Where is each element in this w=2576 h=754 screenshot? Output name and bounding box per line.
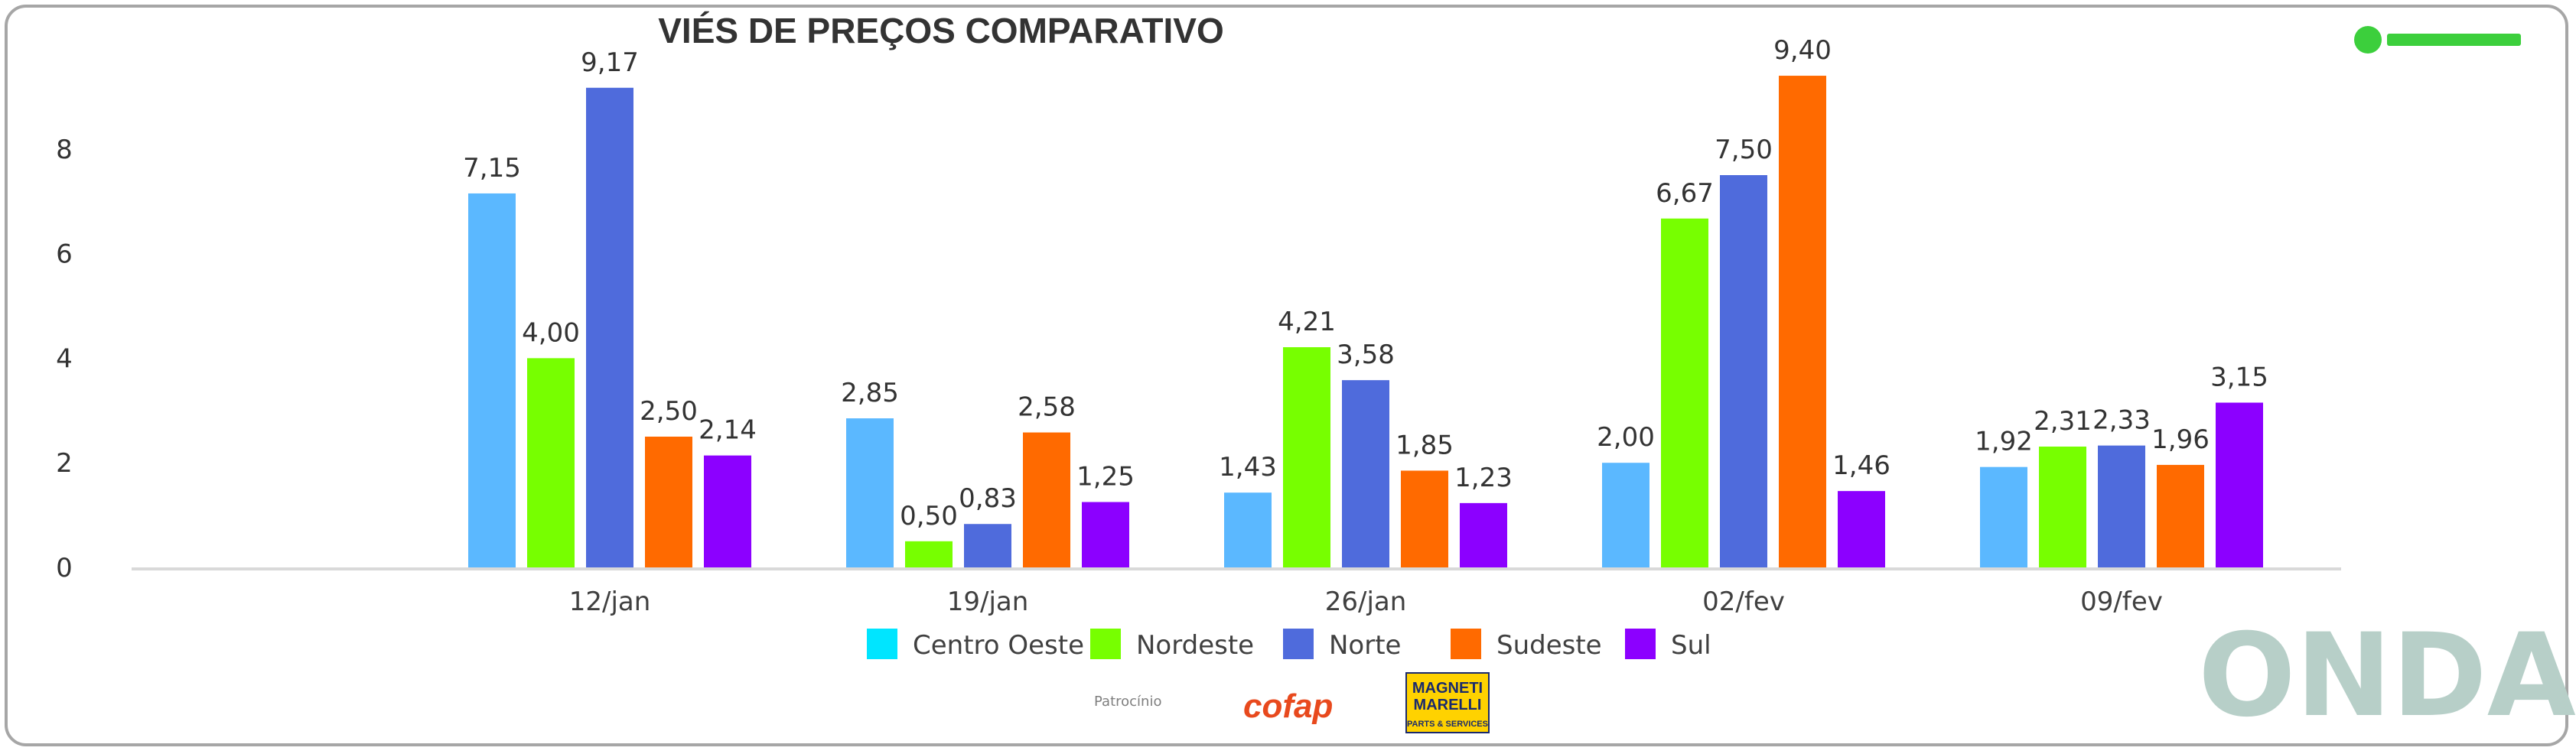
bar-norte-09-fev <box>2098 445 2145 567</box>
data-label: 1,46 <box>1832 450 1890 481</box>
data-label: 1,92 <box>1975 427 2033 457</box>
x-axis-ticks: 12/jan 19/jan 26/jan 02/fev 09/fev <box>569 587 2163 617</box>
bar-sul-02-fev <box>1838 491 1885 567</box>
magneti-marelli-logo: MAGNETI MARELLI PARTS & SERVICES <box>1405 672 1490 733</box>
x-tick-label: 09/fev <box>2080 587 2163 617</box>
onda-brand: ONDA <box>2198 609 2576 743</box>
bar-sul-09-fev <box>2216 402 2263 567</box>
bar-centro-oeste-02-fev <box>1602 463 1649 567</box>
data-label: 1,43 <box>1219 452 1277 483</box>
legend-swatch <box>867 629 897 659</box>
sponsor-row: Patrocínio cofap MAGNETI MARELLI PARTS &… <box>1094 672 1490 733</box>
magneti-line-1: MAGNETI <box>1412 680 1483 697</box>
data-label: 2,50 <box>640 396 698 427</box>
bar-nordeste-19-jan <box>905 541 953 567</box>
bar-series <box>468 76 2263 568</box>
data-label: 2,58 <box>1018 392 1076 423</box>
brand-logo-top-right <box>2354 26 2521 54</box>
data-label: 3,15 <box>2210 362 2268 393</box>
bar-norte-02-fev <box>1720 175 1767 567</box>
bar-norte-26-jan <box>1342 380 1389 567</box>
legend-label: Norte <box>1329 630 1401 661</box>
x-tick-label: 26/jan <box>1325 587 1407 617</box>
y-tick-label: 6 <box>56 239 73 270</box>
patrocinio-label: Patrocínio <box>1094 694 1161 710</box>
y-tick-label: 8 <box>56 135 73 165</box>
y-axis-ticks: 0 2 4 6 8 <box>56 135 73 583</box>
bar-sul-12-jan <box>704 455 751 567</box>
legend-label: Centro Oeste <box>913 630 1084 661</box>
bar-sudeste-02-fev <box>1779 76 1826 568</box>
legend-swatch <box>1283 629 1314 659</box>
x-tick-label: 12/jan <box>569 587 651 617</box>
bar-nordeste-26-jan <box>1283 347 1330 567</box>
data-label: 4,00 <box>522 317 580 348</box>
bar-centro-oeste-26-jan <box>1224 492 1272 567</box>
y-tick-label: 4 <box>56 343 73 374</box>
legend-swatch <box>1451 629 1481 659</box>
brand-circle-icon <box>2354 26 2382 54</box>
legend-swatch <box>1625 629 1656 659</box>
bar-sudeste-09-fev <box>2157 464 2204 567</box>
magneti-line-2: MARELLI <box>1414 697 1482 713</box>
data-label: 9,17 <box>581 47 639 78</box>
y-tick-label: 0 <box>56 553 73 583</box>
data-label: 7,15 <box>463 153 521 184</box>
bar-norte-19-jan <box>964 524 1011 567</box>
data-label: 1,85 <box>1395 430 1454 460</box>
data-label: 6,67 <box>1656 178 1714 209</box>
legend-item: Norte <box>1283 629 1401 661</box>
data-label: 1,25 <box>1076 462 1135 492</box>
bar-nordeste-02-fev <box>1661 218 1708 567</box>
bar-sudeste-12-jan <box>645 437 692 567</box>
legend-item: Sudeste <box>1451 629 1602 661</box>
legend-label: Sudeste <box>1496 630 1602 661</box>
bar-nordeste-09-fev <box>2039 446 2086 567</box>
legend-swatch <box>1090 629 1121 659</box>
chart-title: VIÉS DE PREÇOS COMPARATIVO <box>658 11 1224 50</box>
cofap-logo: cofap <box>1243 687 1333 725</box>
bar-sudeste-26-jan <box>1401 470 1448 567</box>
data-label: 1,23 <box>1454 463 1513 493</box>
data-label: 1,96 <box>2151 424 2210 455</box>
data-label: 3,58 <box>1337 340 1395 370</box>
panel-border <box>5 5 2568 746</box>
bar-centro-oeste-19-jan <box>846 418 894 567</box>
data-label: 2,85 <box>841 378 899 408</box>
legend-item: Sul <box>1625 629 1711 661</box>
data-labels: 7,15 2,85 1,43 2,00 1,92 4,00 0,50 4,21 6,67 2,31… <box>463 35 2268 531</box>
bar-nordeste-12-jan <box>527 358 575 567</box>
legend-label: Nordeste <box>1136 630 1254 661</box>
legend-item: Centro Oeste <box>867 629 1084 661</box>
data-label: 7,50 <box>1715 135 1773 165</box>
legend: Centro Oeste Nordeste Norte Sudeste Sul <box>867 629 1711 661</box>
data-label: 2,00 <box>1597 422 1655 453</box>
bar-centro-oeste-09-fev <box>1980 466 2027 567</box>
cofap-logo-text: cofap <box>1243 687 1333 725</box>
magneti-line-3: PARTS & SERVICES <box>1407 720 1488 729</box>
y-tick-label: 2 <box>56 448 73 479</box>
bar-norte-12-jan <box>586 87 633 568</box>
data-label: 2,33 <box>2092 405 2151 436</box>
bar-sul-26-jan <box>1460 502 1507 567</box>
magneti-marelli-badge-icon <box>1405 672 1490 733</box>
data-label: 2,31 <box>2034 406 2092 437</box>
legend-label: Sul <box>1671 630 1711 661</box>
data-label: 0,50 <box>900 501 958 531</box>
legend-item: Nordeste <box>1090 629 1254 661</box>
bar-centro-oeste-12-jan <box>468 193 516 567</box>
data-label: 0,83 <box>959 483 1017 514</box>
data-label: 4,21 <box>1278 307 1336 337</box>
bar-sul-19-jan <box>1082 502 1129 567</box>
x-tick-label: 19/jan <box>947 587 1029 617</box>
x-tick-label: 02/fev <box>1702 587 1785 617</box>
brand-wordmark-icon <box>2387 34 2521 46</box>
bar-sudeste-19-jan <box>1023 432 1070 567</box>
data-label: 2,14 <box>699 415 757 446</box>
data-label: 9,40 <box>1773 35 1832 66</box>
